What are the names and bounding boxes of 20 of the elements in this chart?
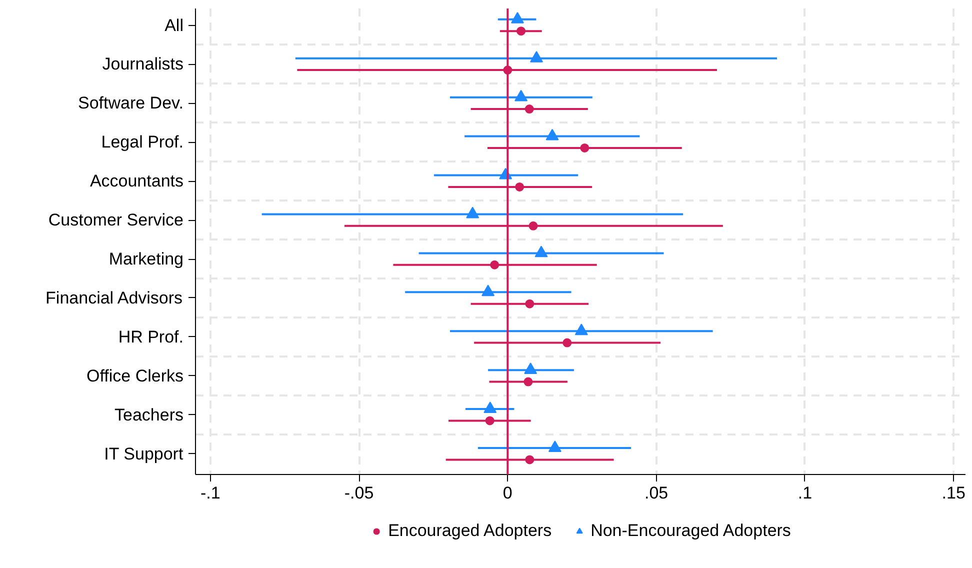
y-tick-label: Financial Advisors bbox=[46, 288, 183, 308]
x-tick-label: 0 bbox=[502, 484, 512, 502]
legend-label: Non-Encouraged Adopters bbox=[590, 521, 791, 541]
x-tick-label: .05 bbox=[644, 484, 668, 502]
y-tick-label: HR Prof. bbox=[118, 327, 184, 346]
legend-label: Encouraged Adopters bbox=[388, 521, 552, 541]
y-tick-label: All bbox=[164, 16, 184, 35]
y-tick-label: Customer Service bbox=[48, 210, 184, 230]
y-tick-label: Accountants bbox=[90, 172, 184, 191]
y-tick-label: Teachers bbox=[114, 405, 184, 424]
x-tick-label: -.1 bbox=[200, 484, 220, 502]
x-tick-label: .15 bbox=[942, 484, 966, 502]
y-tick-label: Journalists bbox=[102, 54, 184, 74]
x-tick-label: -.05 bbox=[344, 484, 374, 502]
y-tick-label: IT Support bbox=[104, 444, 184, 464]
y-tick-label: Software Dev. bbox=[78, 94, 184, 113]
y-tick-label: Office Clerks bbox=[86, 366, 184, 386]
y-tick-label: Legal Prof. bbox=[101, 132, 184, 152]
y-tick-label: Marketing bbox=[108, 250, 184, 269]
x-tick-label: .1 bbox=[798, 484, 812, 502]
